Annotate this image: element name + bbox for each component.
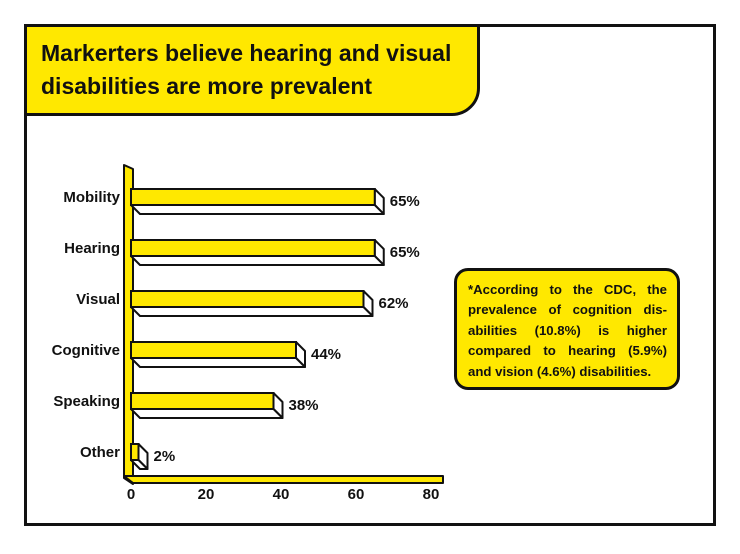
data-label: 2% — [154, 448, 176, 465]
category-label: Other — [80, 444, 120, 461]
data-label: 38% — [289, 397, 319, 414]
chart-title: Markerters believe hearing and visual di… — [41, 40, 452, 99]
data-label: 62% — [379, 295, 409, 312]
x-tick-label: 40 — [273, 486, 290, 503]
bar — [130, 188, 376, 206]
category-label: Cognitive — [52, 342, 120, 359]
bar-bottom — [130, 357, 306, 368]
x-tick-label: 0 — [127, 486, 135, 503]
x-tick-label: 60 — [348, 486, 365, 503]
bar-bottom — [130, 408, 284, 419]
data-label: 65% — [390, 244, 420, 261]
cdc-note: *According to the CDC, the prevalence of… — [454, 268, 680, 390]
y-axis — [123, 164, 134, 485]
bar-bottom — [130, 255, 385, 266]
data-label: 65% — [390, 193, 420, 210]
title-banner: Markerters believe hearing and visual di… — [24, 24, 480, 116]
bar — [130, 239, 376, 257]
category-label: Visual — [76, 291, 120, 308]
bar — [130, 290, 365, 308]
bar-bottom — [130, 204, 385, 215]
x-tick-label: 80 — [423, 486, 440, 503]
x-tick-label: 20 — [198, 486, 215, 503]
category-label: Speaking — [53, 393, 120, 410]
data-label: 44% — [311, 346, 341, 363]
category-label: Mobility — [63, 189, 120, 206]
category-label: Hearing — [64, 240, 120, 257]
bar — [130, 341, 297, 359]
bar — [130, 443, 140, 461]
x-axis — [123, 475, 444, 484]
bar-bottom — [130, 306, 374, 317]
bar — [130, 392, 275, 410]
